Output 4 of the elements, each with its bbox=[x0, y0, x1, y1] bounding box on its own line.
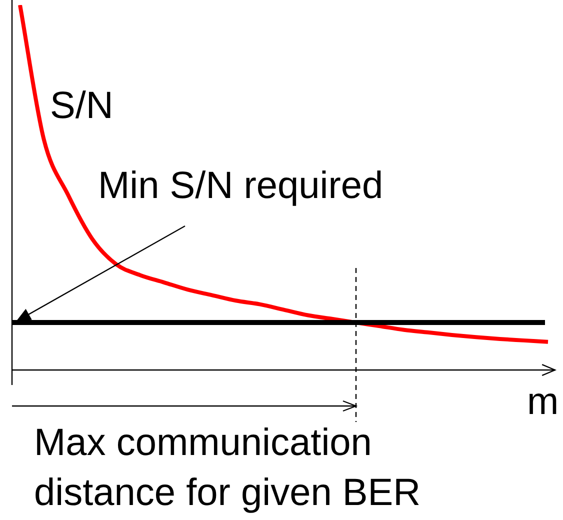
text: Max communication distance for given BER bbox=[34, 422, 421, 514]
ref-line-label: Min S/N required bbox=[98, 165, 384, 207]
x-axis-title: m bbox=[527, 381, 559, 423]
y-axis-title: S/N bbox=[50, 85, 114, 127]
